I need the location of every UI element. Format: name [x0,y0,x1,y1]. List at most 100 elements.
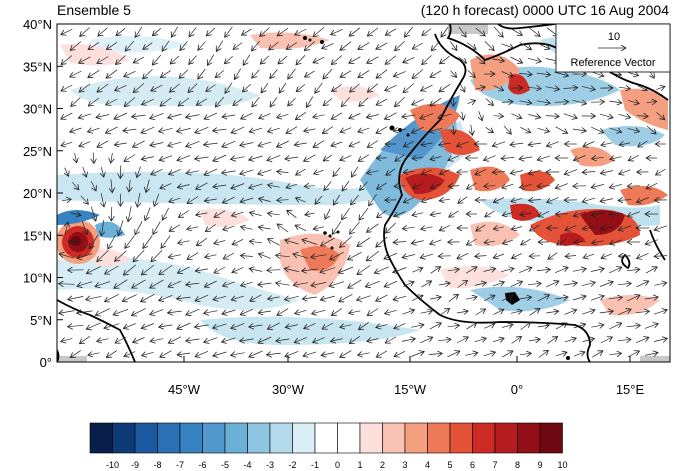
colorbar-label: 9 [537,460,542,470]
wind-arrow [249,128,263,132]
colorbar-swatch [157,422,181,454]
wind-arrow [216,40,224,52]
wind-arrow [293,283,308,286]
wind-arrow [411,325,424,328]
wind-arrow [333,194,341,205]
wind-arrow [484,186,496,187]
wind-arrow [195,350,209,356]
wind-arrow [311,282,327,285]
wind-arrow [61,55,73,65]
wind-arrow [466,42,476,50]
wind-arrow [557,238,567,245]
wind-arrow [510,28,522,36]
wind-arrow [439,143,451,145]
wind-arrow [233,42,243,50]
wind-arrow [358,154,370,162]
wind-arrow [97,140,109,147]
wind-arrow [296,54,306,65]
wind-arrow [267,270,281,271]
wind-arrow [314,170,324,174]
wind-arrow [61,84,73,91]
wind-arrow [617,309,631,316]
wind-arrow [528,143,542,145]
wind-arrow [351,166,359,177]
wind-arrow [70,70,82,77]
wind-arrow [128,206,131,221]
wind-arrow [160,70,171,78]
wind-arrow [249,325,263,327]
wind-arrow [395,154,405,161]
wind-arrow [627,128,640,131]
colorbar-swatch [472,422,496,454]
colorbar-swatch [224,422,248,454]
wind-arrow [141,264,155,275]
wind-arrow [493,227,504,229]
wind-arrow [369,194,377,206]
wind-arrow [207,54,215,66]
wind-arrow [548,252,558,260]
wind-arrow [213,185,227,187]
wind-arrow [466,238,477,245]
colorbar-swatch [247,422,271,454]
wind-arrow [565,225,577,230]
wind-arrow [358,128,370,132]
wind-arrow [241,112,253,119]
wind-arrow [591,213,605,215]
colorbar-swatch [314,422,338,454]
wind-arrow [180,41,188,51]
colorbar-label: -5 [221,460,229,470]
wind-arrow [204,337,218,343]
wind-arrow [171,26,179,37]
wind-arrow [609,323,622,330]
wind-arrow [123,323,136,329]
wind-arrow [305,70,315,77]
wind-arrow [519,157,533,159]
wind-arrow [168,114,182,118]
wind-arrow [421,281,432,288]
wind-arrow [124,351,136,357]
wind-arrow [286,184,298,188]
wind-arrow [583,254,595,258]
lat-tick-label: 30°N [23,102,52,117]
colorbar-label: -8 [153,460,161,470]
wind-arrow [637,85,648,91]
wind-arrow [644,324,658,329]
wind-arrow [330,251,344,260]
wind-arrow [258,254,271,259]
wind-arrow [59,254,75,259]
wind-arrow [393,267,407,273]
wind-arrow [609,353,622,354]
wind-arrow [279,82,287,93]
wind-arrow [213,154,227,161]
wind-arrow [456,337,468,344]
wind-arrow [95,281,111,286]
wind-arrow [115,250,127,262]
wind-arrow [402,254,416,257]
wind-arrow [133,249,145,262]
wind-arrow [501,43,514,48]
wind-arrow [224,56,233,63]
wind-arrow [86,296,102,299]
wind-arrow [313,140,325,148]
wind-arrow [385,112,397,120]
wind-arrow [583,141,595,147]
wind-arrow [348,251,362,260]
wind-arrow [619,169,631,174]
wind-arrow [88,353,100,355]
wind-arrow [231,353,245,356]
wind-arrow [125,235,135,249]
wind-arrow [626,325,641,326]
wind-arrow [430,157,442,160]
wind-arrow [357,237,371,247]
wind-arrow [536,73,551,75]
wind-arrow [591,184,605,187]
wind-arrow [448,155,460,161]
wind-arrow [412,213,424,216]
wind-arrow [304,41,315,50]
wind-arrow [656,112,665,119]
wind-arrow [377,182,387,189]
wind-arrow [302,269,318,271]
wind-arrow [485,127,494,132]
wind-arrow [241,227,253,230]
wind-arrow [71,97,81,107]
